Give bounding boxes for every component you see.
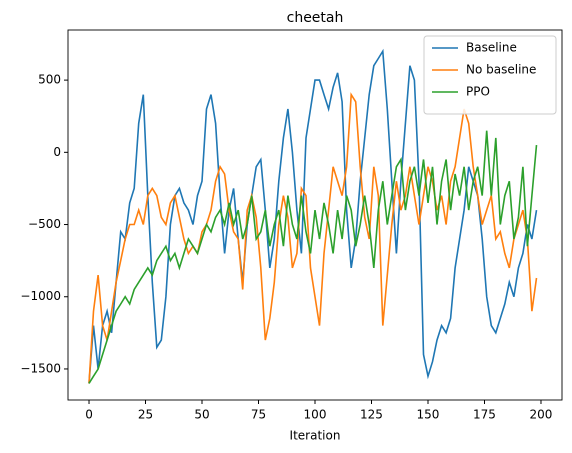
legend-label: PPO	[466, 85, 490, 99]
x-tick-label: 50	[194, 408, 209, 422]
series-line	[88, 48, 538, 384]
legend-label: No baseline	[466, 63, 536, 77]
y-tick-label: 500	[38, 73, 61, 87]
x-tick-label: 0	[85, 408, 93, 422]
chart-title: cheetah	[287, 10, 344, 26]
x-tick-label: 175	[473, 408, 496, 422]
x-tick-label: 200	[530, 408, 553, 422]
x-axis-label: Iteration	[290, 429, 341, 443]
y-tick-label: −1000	[20, 289, 61, 303]
y-tick-label: −1500	[20, 361, 61, 375]
x-tick-label: 25	[138, 408, 153, 422]
plot-frame	[67, 29, 563, 401]
y-tick-label: −500	[28, 217, 61, 231]
x-tick-label: 125	[360, 408, 383, 422]
legend-label: Baseline	[466, 41, 517, 55]
series-line	[88, 130, 538, 384]
x-tick-label: 150	[417, 408, 440, 422]
series-line	[88, 92, 538, 384]
x-tick-label: 75	[251, 408, 266, 422]
x-tick-label: 100	[304, 408, 327, 422]
legend-box	[423, 35, 557, 115]
y-tick-label: 0	[53, 145, 61, 159]
